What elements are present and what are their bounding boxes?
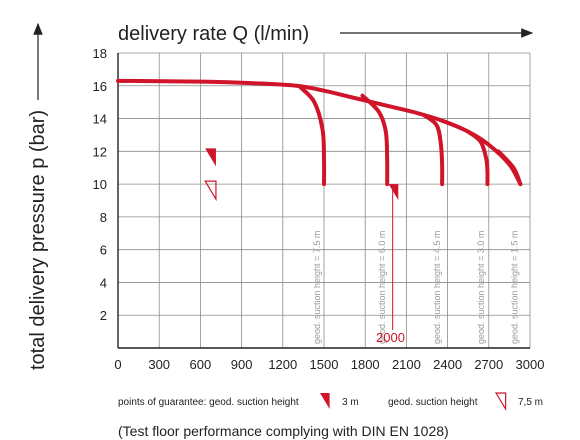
vertical-label-1: geod. suction height = 6.0 m [377,231,387,344]
vertical-label-4: geod. suction height = 1.5 m [510,231,520,344]
legend-symbol-3m [320,393,330,409]
y-tick-label-10: 10 [93,177,107,192]
vertical-suction-labels: geod. suction height = 7.5 m geod. suctio… [312,184,520,344]
symbol-outline-1 [204,180,217,202]
x-tick-label-1800: 1800 [351,357,380,372]
symbol-filled-0 [205,148,216,167]
x-tick-label-2700: 2700 [474,357,503,372]
vertical-label-0: geod. suction height = 7.5 m [312,231,322,344]
legend-symbol-filled [320,393,330,409]
legend-symbol-7-5m [494,392,507,412]
x-tick-label-3000: 3000 [516,357,545,372]
y-axis-title: total delivery pressure p (bar) [27,110,49,370]
curves [116,78,523,187]
x-tick-label-300: 300 [148,357,170,372]
guarantee-symbols [204,148,399,202]
x-tick-label-900: 900 [231,357,253,372]
curve-0 [116,78,523,187]
footnote: (Test floor performance complying with D… [118,423,449,439]
annotation-2000: 2000 [376,330,405,345]
legend-text-guarantee: points of guarantee: geod. suction heigh… [118,397,299,408]
curve-3 [422,113,445,187]
vertical-label-2: geod. suction height = 4.5 m [432,231,442,344]
legend: points of guarantee: geod. suction heigh… [118,392,543,412]
curve-1 [298,85,327,187]
vertical-label-3: geod. suction height = 3.0 m [476,231,486,344]
x-tick-label-1200: 1200 [268,357,297,372]
curve-5 [496,149,523,187]
y-tick-label-4: 4 [100,275,107,290]
legend-value-3m: 3 m [342,397,359,408]
legend-text-suction: geod. suction height [388,397,478,408]
x-axis-title: delivery rate Q (l/min) [118,23,309,45]
y-tick-label-18: 18 [93,46,107,61]
x-tick-label-600: 600 [190,357,212,372]
y-tick-label-16: 16 [93,79,107,94]
curve-4 [466,129,490,187]
grid [117,52,531,349]
y-tick-label-8: 8 [100,210,107,225]
x-tick-label-1500: 1500 [310,357,339,372]
x-tick-label-0: 0 [114,357,121,372]
legend-value-7-5m: 7,5 m [518,397,543,408]
y-tick-label-6: 6 [100,243,107,258]
guarantee-point-0 [388,184,399,201]
y-tick-label-14: 14 [93,112,107,127]
x-tick-label-2400: 2400 [433,357,462,372]
x-tick-label-2100: 2100 [392,357,421,372]
y-tick-label-12: 12 [93,144,107,159]
curve-2 [360,93,390,187]
legend-symbol-outline [494,392,507,412]
y-tick-label-2: 2 [100,308,107,323]
tick-labels: 0 300 600 900 1200 1500 1800 2100 2400 2700 3000 2 4… [93,46,545,372]
